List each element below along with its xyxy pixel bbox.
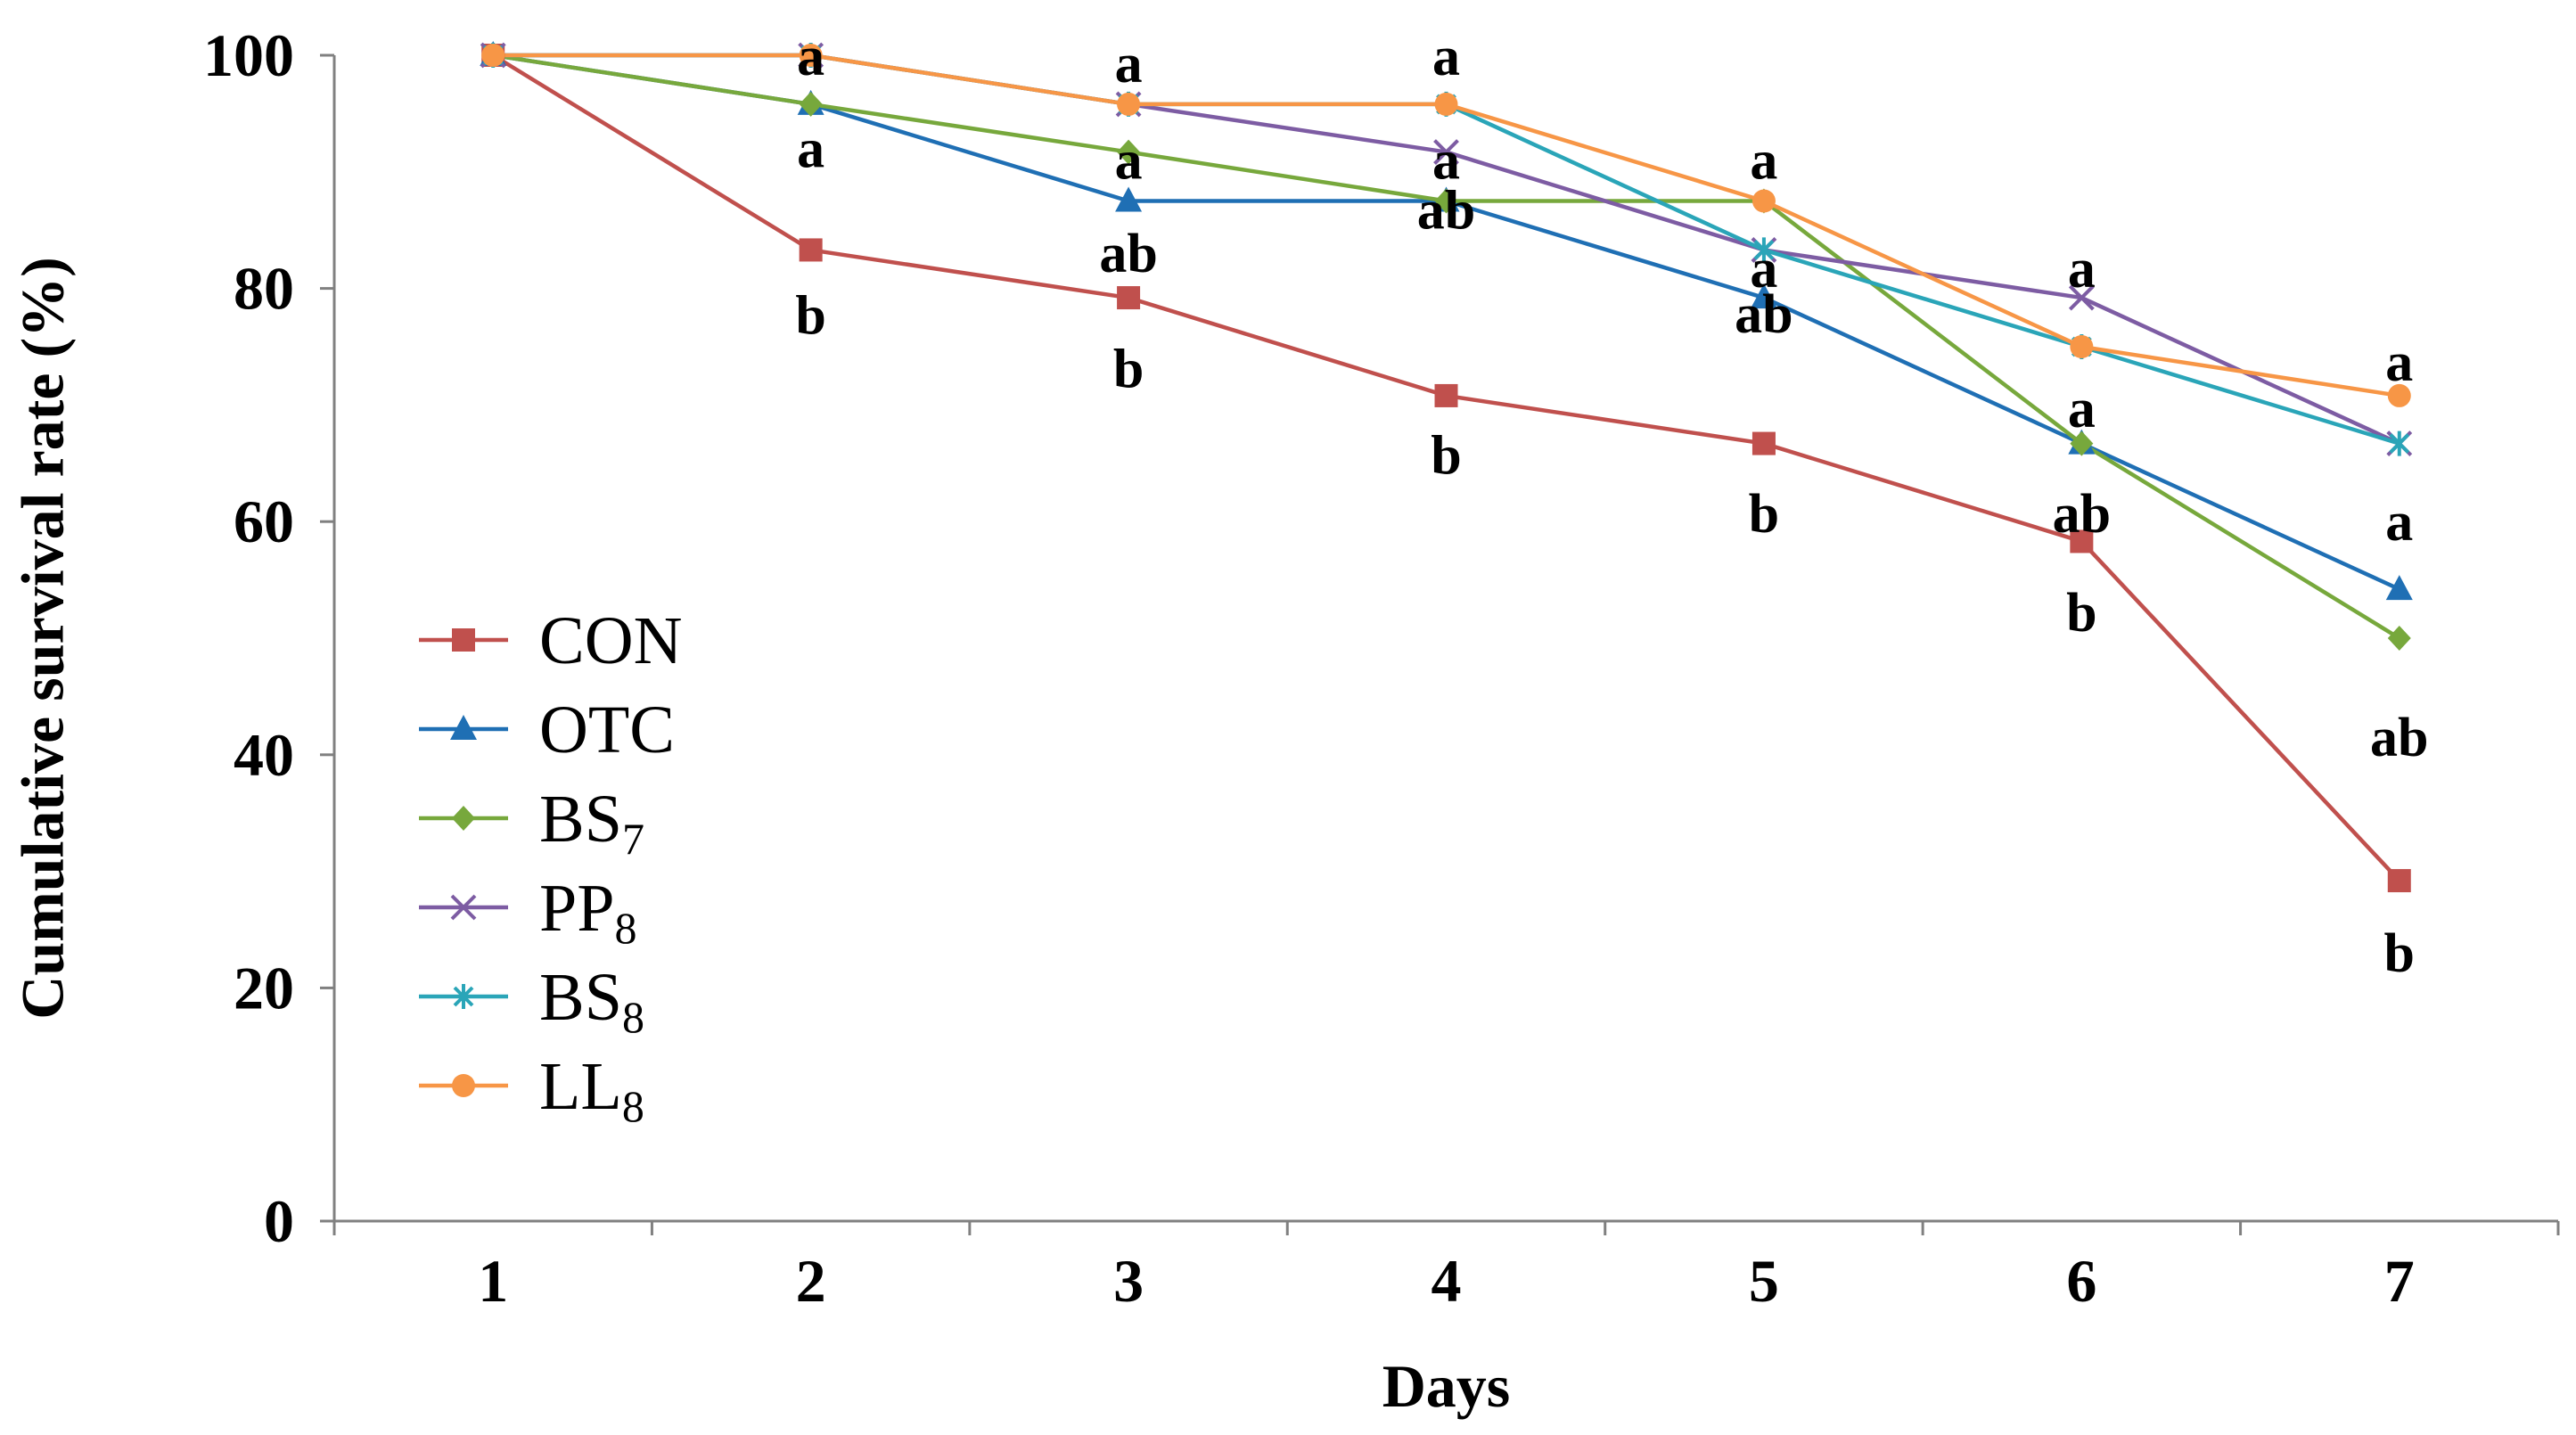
point-bs7-day-7 [2387,626,2411,651]
y-tick-label: 20 [234,954,294,1021]
significance-letter: b [1113,340,1144,400]
series-markers [480,41,2413,893]
x-tick-label: 7 [2384,1247,2415,1315]
legend-label-bs7: BS7 [539,782,644,864]
significance-letter: a [1115,130,1143,191]
significance-letter: ab [2370,708,2428,768]
legend-marker-con [452,628,475,652]
y-tick-label: 0 [264,1187,294,1255]
point-bs8-day-7 [2389,430,2410,456]
legend-item-pp8: PP8 [419,871,637,953]
legend-item-con: CON [419,603,682,678]
significance-letter: b [2384,923,2415,984]
significance-letter: a [2385,332,2413,393]
point-bs7-day-2 [799,91,823,117]
significance-letter: a [2385,492,2413,553]
point-ll8-day-7 [2387,383,2411,407]
significance-letter: ab [1735,284,1793,345]
point-bs7-day-6 [2070,430,2094,456]
x-tick-label: 5 [1749,1247,1779,1315]
legend-label-bs8: BS8 [539,960,644,1042]
legend-item-otc: OTC [419,693,675,767]
significance-letter: a [797,27,824,87]
point-pp8-day-6 [2068,284,2095,311]
x-tick-label: 4 [1432,1247,1462,1315]
significance-letter: b [2066,583,2096,644]
point-con-day-6 [2070,529,2094,554]
point-bs8-day-5 [1753,237,1775,263]
significance-letter: b [1749,484,1779,545]
point-ll8-day-1 [481,44,505,67]
legend-marker-otc [450,715,477,740]
significance-letter: ab [2053,484,2111,545]
significance-letter: a [1115,34,1143,94]
significance-letter: a [797,119,824,179]
legend-item-ll8: LL8 [419,1049,644,1131]
significance-letter: ab [1417,181,1475,242]
legend-label-otc: OTC [539,693,675,767]
point-otc-day-5 [1750,283,1777,309]
significance-letter: a [1750,130,1777,191]
x-tick-label: 3 [1113,1247,1144,1315]
point-con-day-5 [1752,431,1776,455]
significance-letter: a [1432,130,1460,191]
legend-marker-ll8 [452,1074,475,1097]
x-tick-label: 1 [478,1247,508,1315]
legend-item-bs7: BS7 [419,782,644,864]
legend-label-ll8: LL8 [539,1049,644,1131]
legend-label-con: CON [539,603,682,678]
y-tick-label: 80 [234,255,294,323]
point-con-day-7 [2387,869,2411,893]
y-axis-title: Cumulative survival rate (%) [9,257,77,1020]
x-tick-label: 6 [2066,1247,2096,1315]
chart-axes: 0 20 40 60 80 100 1 2 3 4 5 6 7 [203,21,2560,1315]
point-con-day-3 [1117,286,1141,310]
legend-label-pp8: PP8 [539,871,637,953]
y-tick-label: 40 [234,721,294,789]
significance-letter: b [1431,425,1461,486]
significance-letter: a [2068,379,2096,439]
point-ll8-day-5 [1752,189,1776,213]
point-ll8-day-6 [2070,335,2094,358]
y-tick-label: 60 [234,488,294,555]
point-bs7-day-4 [1434,188,1458,214]
point-otc-day-3 [1115,186,1143,212]
legend-marker-bs7 [452,806,475,831]
significance-letter: a [2068,239,2096,299]
point-ll8-day-2 [799,44,823,67]
point-con-day-4 [1434,383,1458,407]
x-tick-label: 2 [796,1247,826,1315]
point-ll8-day-4 [1434,92,1458,116]
point-ll8-day-3 [1117,92,1141,116]
y-tick-label: 100 [203,21,294,89]
legend-marker-pp8 [450,894,477,921]
x-axis-title: Days [1382,1352,1511,1420]
legend-marker-bs8 [453,984,474,1009]
significance-letter: a [1432,27,1460,87]
point-pp8-day-4 [1433,139,1459,165]
point-con-day-2 [799,238,823,262]
significance-letter: a [1750,239,1777,299]
point-otc-day-7 [2385,575,2413,601]
significance-letter: b [795,285,825,346]
legend-item-bs8: BS8 [419,960,644,1042]
point-bs7-day-3 [1117,139,1141,165]
significance-letter: ab [1099,224,1157,284]
